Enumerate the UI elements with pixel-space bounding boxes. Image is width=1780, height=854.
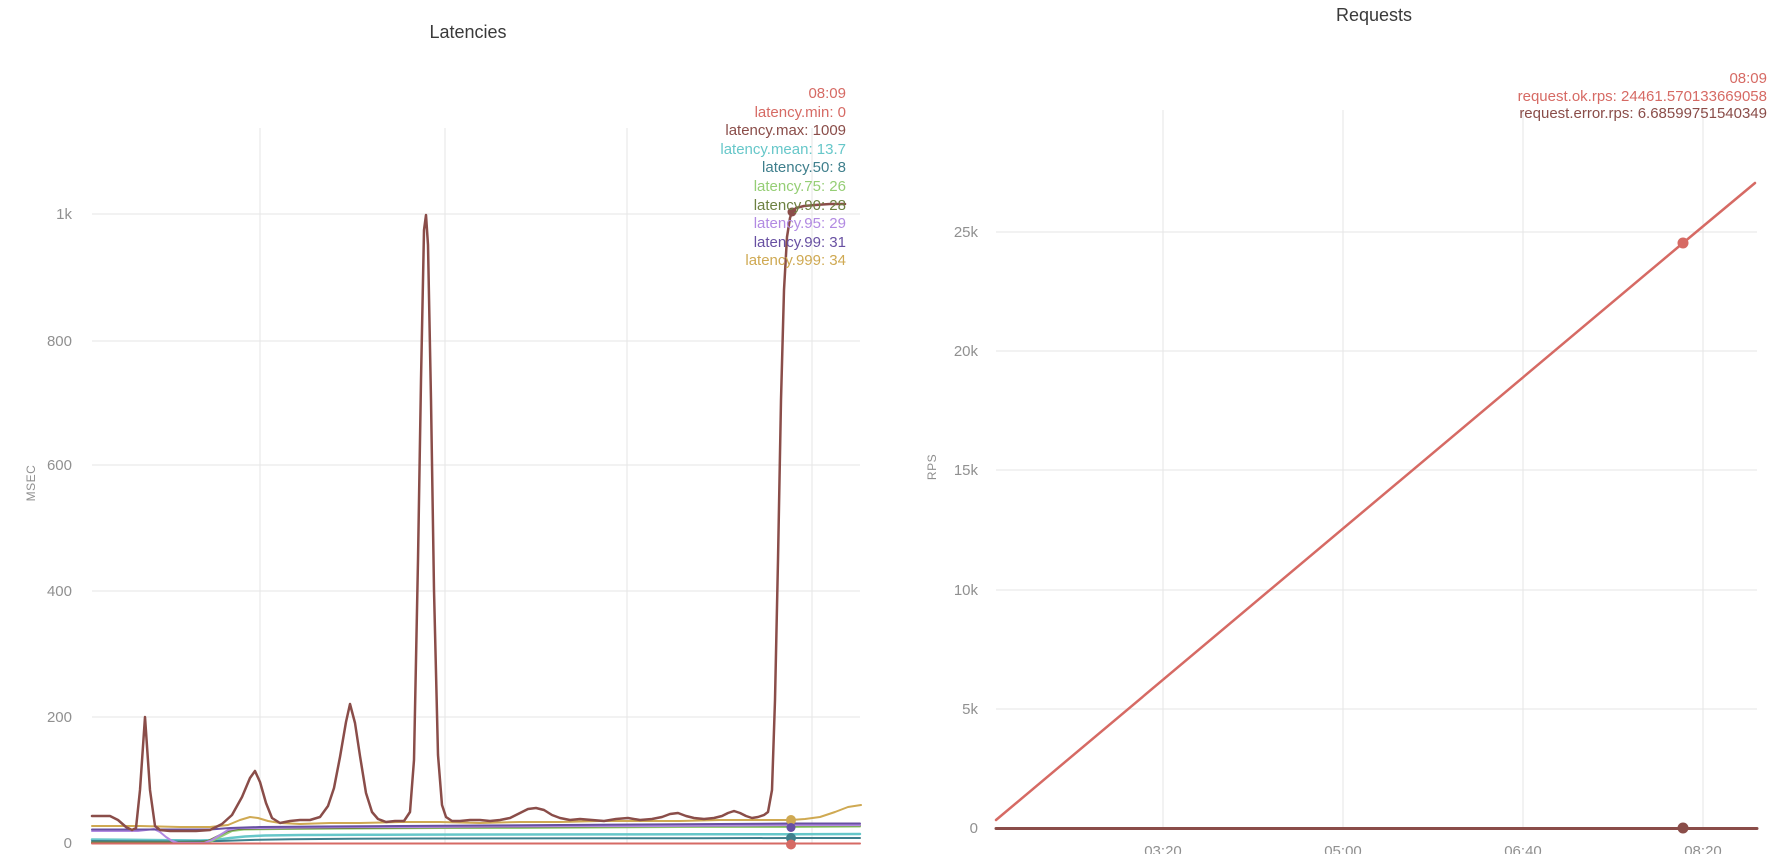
series-latency-max-line <box>90 202 847 833</box>
tooltip-entry: latency.90: 28 <box>754 197 846 214</box>
y-tick-labels: 0 200 400 600 800 1k <box>47 206 73 852</box>
y-tick: 0 <box>64 835 72 852</box>
series-request-ok-line <box>994 181 1757 822</box>
cursor-dots <box>1677 237 1689 834</box>
series-latency-95-line <box>91 824 861 844</box>
page-title: Latencies <box>429 22 506 42</box>
latencies-tooltip: 08:09 latency.min: 0 latency.max: 1009 l… <box>720 85 846 269</box>
x-grid <box>259 128 813 843</box>
y-tick: 400 <box>47 583 72 600</box>
y-tick: 0 <box>970 820 978 837</box>
cursor-dot-latency-99 <box>786 823 796 832</box>
y-tick: 20k <box>954 343 979 360</box>
cursor-dot-latency-999 <box>786 815 796 825</box>
tooltip-entry: latency.mean: 13.7 <box>720 141 846 158</box>
x-tick: 03:20 <box>1144 843 1182 854</box>
y-tick: 15k <box>954 462 979 479</box>
y-tick: 10k <box>954 582 979 599</box>
tooltip-time: 08:09 <box>1729 70 1767 87</box>
y-grid <box>92 213 860 844</box>
tooltip-entry: latency.max: 1009 <box>725 122 846 139</box>
tooltip-entry: latency.999: 34 <box>745 252 846 269</box>
tooltip-entry: request.ok.rps: 24461.570133669058 <box>1518 88 1767 105</box>
tooltip-time: 08:09 <box>808 85 846 102</box>
tooltip-entry: latency.99: 31 <box>754 234 846 251</box>
y-tick: 5k <box>962 701 978 718</box>
y-axis-label: RPS <box>925 454 939 480</box>
y-tick: 800 <box>47 333 72 350</box>
y-tick: 200 <box>47 709 72 726</box>
requests-tooltip: 08:09 request.ok.rps: 24461.570133669058… <box>1518 70 1767 122</box>
series-lines <box>994 181 1759 830</box>
tooltip-entry: latency.50: 8 <box>762 159 846 176</box>
y-grid <box>996 231 1757 829</box>
tooltip-entry: request.error.rps: 6.68599751540349 <box>1519 105 1767 122</box>
cursor-dot-latency-min <box>786 839 796 850</box>
cursor-dot-request-error <box>1677 822 1689 834</box>
page-title: Requests <box>1336 5 1412 25</box>
latencies-chart[interactable]: Latencies MSEC 0 200 <box>24 22 862 852</box>
x-grid <box>1162 110 1704 828</box>
cursor-dot-request-ok <box>1677 237 1689 249</box>
y-axis-label: MSEC <box>24 465 38 502</box>
x-tick: 08:20 <box>1684 843 1722 854</box>
tooltip-entry: latency.75: 26 <box>754 178 846 195</box>
requests-chart[interactable]: Requests RPS 0 5k 10k <box>925 5 1767 854</box>
x-tick-labels: 03:20 05:00 06:40 08:20 <box>1144 843 1722 854</box>
x-tick: 06:40 <box>1504 843 1542 854</box>
y-tick: 1k <box>56 206 72 223</box>
tooltip-entry: latency.95: 29 <box>754 215 846 232</box>
y-tick: 600 <box>47 457 72 474</box>
y-tick: 25k <box>954 224 979 241</box>
series-lines <box>90 202 862 845</box>
cursor-dot-latency-max <box>787 207 797 217</box>
x-tick: 05:00 <box>1324 843 1362 854</box>
tooltip-entry: latency.min: 0 <box>755 104 846 121</box>
y-tick-labels: 0 5k 10k 15k 20k 25k <box>954 224 979 837</box>
cursor-dots <box>786 207 797 850</box>
